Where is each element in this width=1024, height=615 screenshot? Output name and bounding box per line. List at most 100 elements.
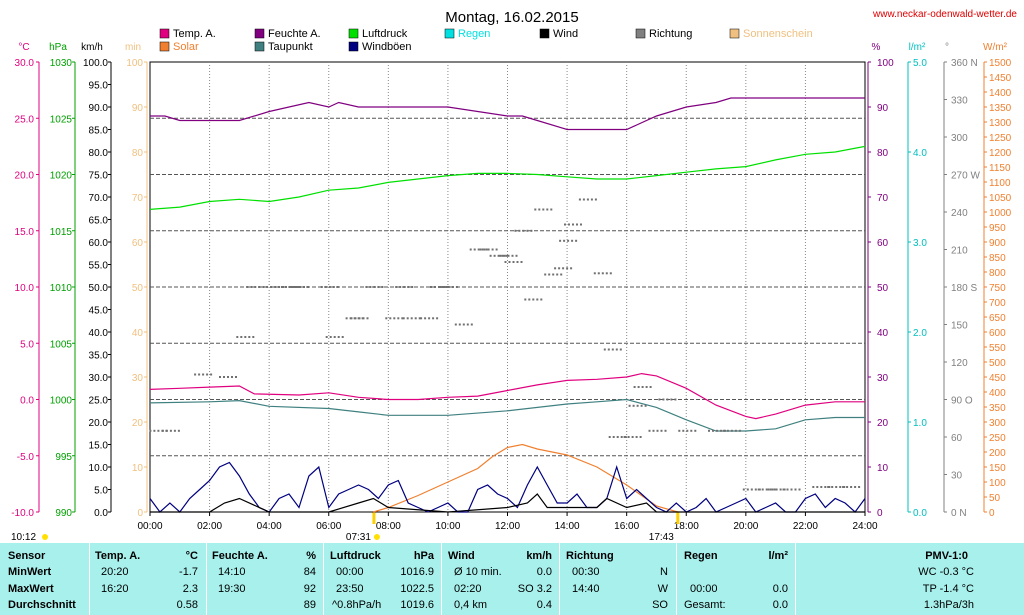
direction-point [552,273,555,276]
direction-point [281,286,283,288]
direction-axis-tick-label: 90 O [951,396,973,407]
direction-point [430,286,432,288]
axis-unit-solar: W/m² [983,42,1008,53]
direction-point [369,286,372,288]
direction-point [593,272,596,275]
direction-point [219,376,221,378]
humidity-axis-tick-label: 60 [877,238,889,249]
pressure-axis-tick-label: 990 [55,508,72,519]
pressure-axis-tick-label: 1010 [50,283,73,294]
direction-point [395,286,398,288]
direction-point [712,429,714,432]
row-min-press-value: 1016.9 [400,566,434,578]
time-axis-label: 02:00 [197,521,222,532]
direction-point [373,286,376,288]
direction-point [734,429,737,432]
solar-axis-tick-label: 50 [989,493,1001,504]
solar-axis-tick-label: 1500 [989,58,1012,69]
direction-point [597,272,600,275]
direction-point [779,488,782,491]
direction-point [285,286,287,288]
direction-point [568,223,570,226]
direction-point [341,336,344,338]
wind-axis-tick-label: 80.0 [89,148,109,159]
row-avg-wind-value: 0.4 [536,599,552,611]
legend-label-feuchte-a: Feuchte A. [268,28,321,40]
direction-point [274,286,277,288]
direction-point [507,254,510,257]
direction-point [670,398,673,401]
sunshine-axis-tick-label: 100 [126,58,143,69]
direction-point [726,429,729,432]
direction-point [559,239,562,242]
direction-point [575,239,578,242]
direction-point [746,488,749,491]
row-max-wind-value: SO 3.2 [517,583,552,595]
direction-point [518,229,521,232]
series-line-temp-a [149,372,865,420]
legend-swatch-taupunkt [254,41,265,52]
direction-point [560,273,563,276]
wind-axis-tick-label: 75.0 [89,171,109,182]
site-url[interactable]: www.neckar-odenwald-wetter.de [872,9,1017,20]
direction-point [202,373,205,376]
series-line-solar [373,443,678,513]
axis-unit-pressure: hPa [49,42,67,53]
series-line-feuchte-a [150,97,865,131]
time-axis-label: 22:00 [793,521,818,532]
legend-label-windb-en: Windböen [362,41,412,53]
direction-point [354,317,357,320]
time-axis-label: 20:00 [733,521,758,532]
solar-axis-tick-label: 550 [989,343,1006,354]
direction-point [454,323,457,326]
direction-point [462,323,465,326]
direction-point [501,254,504,257]
direction-point [716,429,718,432]
header-humidity: Feuchte A. [212,550,268,562]
sunshine-axis-tick-label: 40 [132,328,144,339]
sunrise-label: 07:31 [346,532,371,543]
wind-axis-tick-label: 10.0 [89,463,109,474]
axis-unit-direction: ° [945,42,949,53]
daylength-sun-icon [42,534,48,540]
direction-point [582,198,585,201]
temp-axis-tick-label: 30.0 [15,58,35,69]
row-avg-press-time: ^0.8hPa/h [332,599,382,611]
direction-point [161,429,164,432]
humidity-axis-tick-label: 40 [877,328,889,339]
direction-point [542,208,545,211]
sunshine-axis-tick-label: 60 [132,238,144,249]
direction-point [783,488,786,491]
header-wind: Wind [448,550,475,562]
direction-point [816,486,819,488]
direction-point [522,229,525,232]
direction-point [624,436,627,438]
direction-point [428,317,431,320]
direction-point [786,488,789,491]
direction-point [393,317,396,320]
direction-point [563,239,566,242]
direction-point [235,376,237,378]
direction-point [458,323,461,326]
row-max-rain-value: 0.0 [772,583,788,595]
direction-point [303,286,305,288]
direction-point [512,261,515,263]
direction-point [544,273,547,276]
weather-chart: Montag, 16.02.2015 www.neckar-odenwald-w… [11,9,1017,543]
axis-unit-humidity: % [872,42,881,53]
header-sensor: Sensor [8,550,46,562]
direction-point [767,488,770,491]
direction-point [495,248,498,251]
direction-point [198,373,201,376]
direction-point [586,198,589,201]
axis-unit-sunshine: min [125,42,141,53]
direction-point [820,486,823,488]
direction-point [258,286,261,288]
temp-axis-tick-label: 20.0 [15,171,35,182]
direction-point [601,272,604,275]
direction-point [418,317,421,320]
direction-point [590,198,593,201]
direction-point [619,348,622,351]
header-rain: Regen [684,550,718,562]
direction-axis-tick-label: 60 [951,433,963,444]
